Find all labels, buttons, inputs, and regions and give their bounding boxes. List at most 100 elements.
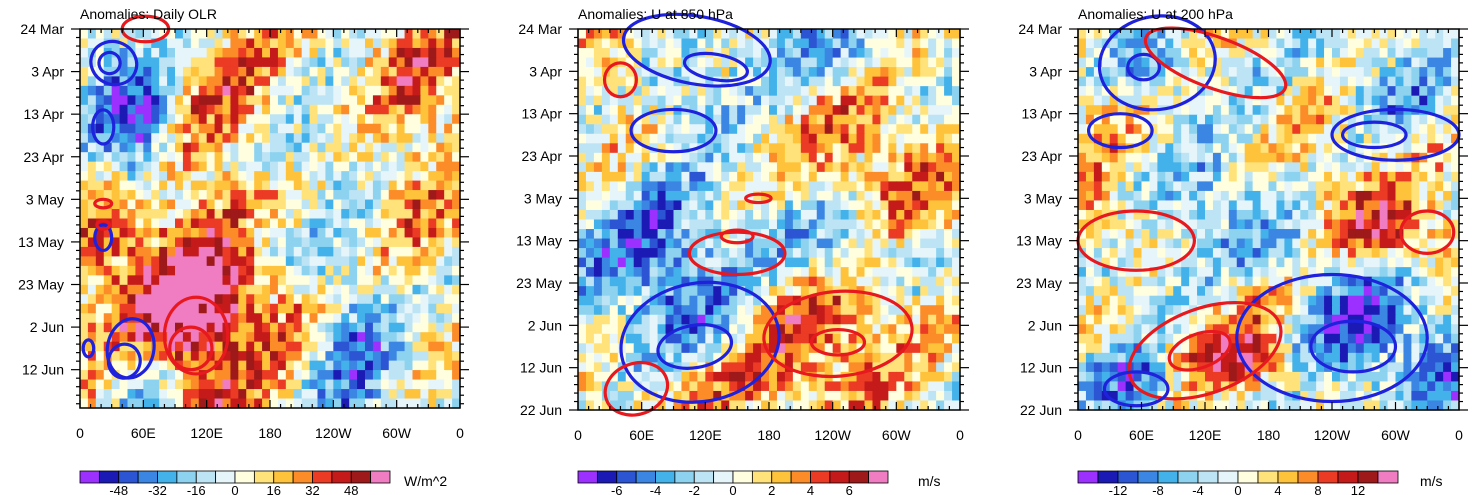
field-cell	[649, 219, 659, 230]
field-cell	[365, 227, 374, 239]
field-cell	[388, 379, 398, 390]
field-cell	[206, 104, 216, 115]
field-cell	[262, 199, 271, 210]
field-cell	[665, 200, 675, 211]
field-cell	[262, 95, 271, 106]
field-cell	[872, 390, 882, 402]
field-cell	[721, 362, 730, 373]
field-cell	[578, 200, 587, 211]
field-cell	[912, 67, 921, 78]
field-cell	[1435, 29, 1444, 40]
field-cell	[816, 381, 826, 392]
field-cell	[617, 219, 627, 230]
field-cell	[436, 246, 445, 257]
field-cell	[175, 29, 184, 40]
field-cell	[380, 389, 390, 400]
field-cell	[816, 124, 826, 135]
field-cell	[365, 332, 374, 343]
field-cell	[254, 133, 263, 144]
field-cell	[904, 38, 913, 49]
field-cell	[341, 246, 350, 257]
field-cell	[349, 104, 358, 115]
field-cell	[420, 171, 429, 182]
field-cell	[776, 67, 786, 78]
field-cell	[1300, 124, 1309, 135]
field-cell	[262, 85, 271, 96]
field-cell	[912, 105, 921, 116]
field-cell	[357, 29, 366, 40]
field-cell	[1403, 143, 1412, 154]
x-tick-label: 0	[574, 427, 582, 443]
field-cell	[792, 390, 802, 402]
field-cell	[396, 209, 406, 220]
field-cell	[87, 38, 97, 49]
field-cell	[697, 295, 706, 306]
field-cell	[372, 265, 382, 276]
field-cell	[230, 180, 239, 191]
field-cell	[641, 362, 651, 373]
field-cell	[617, 248, 627, 259]
field-cell	[904, 95, 913, 106]
field-cell	[222, 389, 232, 400]
field-cell	[262, 57, 271, 68]
field-cell	[1078, 29, 1087, 40]
field-cell	[119, 95, 129, 106]
field-cell	[1403, 114, 1412, 125]
field-cell	[729, 38, 738, 49]
field-cell	[665, 381, 675, 392]
positive-contour	[95, 219, 112, 231]
field-cell	[824, 209, 834, 221]
field-cell	[206, 227, 216, 239]
field-cell	[1125, 48, 1135, 59]
field-cell	[681, 124, 691, 135]
field-cell	[952, 238, 961, 249]
field-cell	[428, 123, 437, 134]
field-cell	[159, 57, 168, 68]
field-cell	[293, 303, 303, 314]
field-cell	[761, 114, 770, 125]
field-cell	[641, 181, 651, 192]
field-cell	[928, 67, 937, 78]
field-cell	[625, 181, 635, 192]
field-cell	[317, 398, 327, 409]
field-cell	[1435, 124, 1444, 135]
field-cell	[784, 276, 794, 287]
field-cell	[920, 400, 929, 411]
field-cell	[657, 209, 667, 221]
field-cell	[840, 143, 850, 154]
field-cell	[1268, 86, 1278, 97]
field-cell	[705, 400, 714, 411]
field-cell	[428, 38, 437, 49]
field-cell	[896, 181, 905, 192]
field-cell	[856, 105, 866, 116]
field-cell	[277, 66, 287, 77]
field-cell	[872, 276, 882, 287]
field-cell	[127, 180, 137, 191]
field-cell	[761, 352, 770, 363]
field-cell	[1419, 76, 1428, 87]
field-cell	[808, 257, 818, 268]
field-cell	[944, 324, 953, 335]
field-cell	[365, 370, 374, 381]
colorbar-swatch	[693, 470, 715, 484]
field-cell	[872, 352, 882, 363]
field-cell	[609, 86, 619, 97]
field-cell	[872, 343, 882, 354]
field-cell	[593, 48, 603, 59]
field-cell	[1085, 114, 1095, 125]
field-cell	[111, 114, 121, 125]
field-cell	[697, 219, 706, 230]
field-cell	[776, 324, 786, 335]
field-cell	[127, 246, 137, 257]
field-cell	[372, 57, 382, 68]
field-cell	[800, 381, 810, 392]
field-cell	[1157, 29, 1166, 40]
field-cell	[1093, 86, 1103, 97]
field-cell	[1435, 143, 1444, 154]
field-cell	[293, 246, 303, 257]
field-cell	[824, 86, 834, 97]
field-cell	[872, 257, 882, 268]
field-cell	[1165, 133, 1174, 144]
field-cell	[753, 133, 762, 144]
colorbar-swatch	[234, 470, 255, 484]
